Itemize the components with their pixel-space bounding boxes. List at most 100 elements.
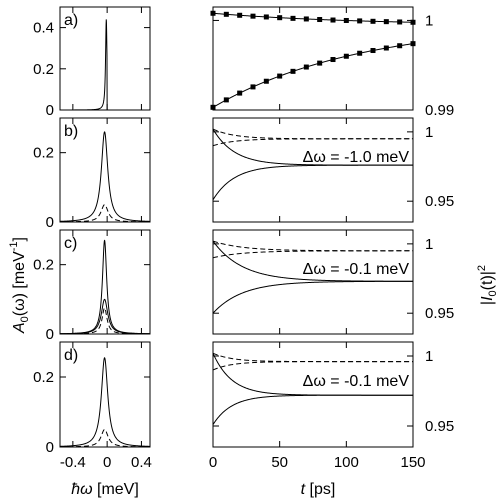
right-panel-1-ytick-label-2: 1: [425, 12, 433, 29]
right-panel-1-series-2-point-15: [397, 43, 403, 49]
right-panel-4-series-2: [212, 394, 413, 425]
right-panel-2-ytick-label-2: 1: [425, 124, 433, 141]
right-panel-4-annotation: Δω = -0.1 meV: [303, 373, 410, 390]
right-x-axis-unit: [ps]: [305, 481, 335, 498]
right-panel-1-frame: [212, 6, 414, 111]
right-x-axis-symbol: t: [301, 481, 306, 498]
left-panel-2-frame: [59, 117, 151, 223]
right-panel-1-series-2: [212, 43, 414, 108]
right-panel-1-series-1-point-13: [370, 18, 376, 24]
left-panel-4-series-2: [60, 428, 151, 448]
right-panel-2-series-3: [212, 128, 413, 140]
right-panel-3-series-2: [212, 280, 413, 314]
right-panel-1-series-2-point-11: [343, 53, 349, 59]
left-y-axis-label: A0(ω) [meV-1]: [8, 237, 31, 334]
left-x-axis-label: ħω [meV]: [71, 481, 139, 498]
right-panel-1-series-1-point-5: [263, 14, 269, 20]
right-panel-1-series-2-point-14: [383, 45, 389, 51]
left-panel-3: 0 0.2 c): [33, 229, 151, 343]
left-y-axis-arg: (ω) [meV: [11, 251, 28, 316]
right-panel-1-series-2-point-6: [277, 73, 283, 79]
right-panel-3: 0.95 1 Δω = -0.1 meV: [212, 229, 454, 335]
left-panel-3-series-1: [60, 239, 150, 335]
left-y-axis-sub: 0: [19, 316, 31, 322]
left-y-axis-close: ]: [11, 237, 28, 241]
left-panel-3-series-2: [60, 298, 150, 335]
right-panel-2: 0.95 1 Δω = -1.0 meV: [212, 117, 454, 223]
right-panel-1-series-2-point-5: [263, 78, 269, 84]
right-panel-3-annotation: Δω = -0.1 meV: [303, 261, 410, 278]
left-panel-4-ytick-label-1: 0: [46, 439, 54, 456]
right-panel-3-ytick-label-1: 0.95: [425, 305, 454, 322]
right-panel-1-series-1: [212, 12, 414, 23]
right-panel-1: 0.99 1: [210, 6, 454, 119]
left-x-axis-unit: [meV]: [93, 481, 139, 498]
left-panel-3-frame: [59, 229, 151, 335]
left-panel-2-ytick-label-1: 0: [46, 214, 54, 231]
panel-label-1: a): [64, 12, 78, 29]
left-x-tick-label-3: 0.4: [131, 454, 152, 471]
right-y-axis-label: |I0(t)|2: [476, 265, 499, 305]
right-panel-2-frame: [212, 117, 414, 223]
right-panel-1-series-1-point-3: [237, 12, 243, 18]
left-panel-2-ytick-label-2: 0.2: [33, 145, 54, 162]
left-panel-1-ytick-label-2: 0.2: [33, 61, 54, 78]
right-panel-3-series-4: [212, 250, 413, 259]
left-panel-1-ytick-label-3: 0.4: [33, 20, 54, 37]
right-panel-1-series-2-point-4: [250, 84, 256, 90]
right-panel-1-series-2-point-12: [357, 50, 363, 56]
right-panel-4-frame: [212, 341, 414, 448]
left-panel-1: 0 0.2 0.4 a): [33, 6, 151, 119]
left-y-axis-sup: -1: [8, 241, 20, 251]
right-panel-3-ytick-label-2: 1: [425, 236, 433, 253]
right-x-tick-label-3: 100: [334, 454, 359, 471]
right-panel-1-series-2-point-2: [223, 97, 229, 103]
right-y-axis-arg: (t)|: [479, 271, 496, 290]
right-x-axis-label: t [ps]: [301, 481, 336, 498]
left-y-axis-main: A: [11, 322, 28, 334]
right-panel-1-ytick-label-1: 0.99: [425, 102, 454, 119]
right-panel-1-series-2-point-9: [317, 60, 323, 66]
left-panel-4-frame: [59, 341, 151, 448]
left-panel-2-series-1: [59, 131, 150, 222]
right-panel-1-series-2-point-8: [303, 64, 309, 70]
right-panel-2-series-4: [212, 138, 413, 147]
right-panel-3-series-3: [212, 240, 413, 252]
right-panel-1-series-1-point-6: [277, 15, 283, 21]
left-panel-1-ytick-label-1: 0: [46, 102, 54, 119]
panel-label-3: c): [64, 235, 77, 252]
right-panel-1-series-2-point-10: [330, 57, 336, 63]
left-x-axis-symbol: ħω: [71, 481, 92, 498]
left-x-tick-label-2: 0: [103, 454, 111, 471]
right-panel-1-series-1-point-2: [223, 11, 229, 17]
right-panel-1-series-1-point-8: [303, 16, 309, 22]
right-panel-4-series-4: [212, 361, 413, 371]
right-panel-1-series-1-point-10: [330, 17, 336, 23]
left-panel-2-series-2: [60, 204, 150, 223]
right-panel-2-annotation: Δω = -1.0 meV: [303, 149, 410, 166]
left-panel-1-frame: [59, 6, 151, 111]
left-panel-3-series-3: [60, 307, 150, 335]
left-x-tick-label-1: -0.4: [60, 454, 86, 471]
right-y-axis-bar: |: [479, 301, 496, 305]
left-panel-3-ytick-label-1: 0: [46, 326, 54, 343]
left-panel-2: 0 0.2 b): [33, 117, 151, 231]
right-panel-1-series-1-point-7: [290, 15, 296, 21]
panel-label-4: d): [64, 347, 78, 364]
right-panel-4-series-3: [212, 352, 413, 363]
right-x-tick-label-2: 50: [271, 454, 288, 471]
right-panel-1-series-2-point-3: [237, 90, 243, 96]
right-x-tick-label-1: 0: [209, 454, 217, 471]
right-x-tick-label-4: 150: [400, 454, 425, 471]
left-panel-4-series-1: [59, 357, 150, 447]
right-panel-1-series-2-point-7: [290, 68, 296, 74]
right-panel-2-ytick-label-1: 0.95: [425, 193, 454, 210]
left-panel-3-ytick-label-2: 0.2: [33, 257, 54, 274]
right-panel-1-series-2-point-13: [370, 48, 376, 54]
right-panel-1-series-1-point-15: [397, 19, 403, 25]
right-panel-2-series-2: [212, 164, 413, 201]
left-panel-4-ytick-label-2: 0.2: [33, 369, 54, 386]
right-panel-1-series-1-point-12: [357, 18, 363, 24]
left-panel-4: 0 0.2 -0.4 0 0.4 d): [33, 341, 152, 471]
